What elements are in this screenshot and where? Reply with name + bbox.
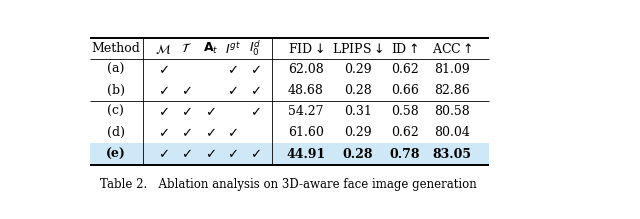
Text: $\checkmark$: $\checkmark$: [227, 126, 238, 140]
Text: LPIPS$\downarrow$: LPIPS$\downarrow$: [332, 42, 383, 56]
Text: 44.91: 44.91: [286, 148, 325, 161]
Text: 0.58: 0.58: [391, 105, 419, 118]
Text: $\checkmark$: $\checkmark$: [158, 148, 169, 161]
Text: 0.62: 0.62: [391, 126, 419, 140]
Text: $\checkmark$: $\checkmark$: [227, 63, 238, 76]
Text: $\checkmark$: $\checkmark$: [250, 84, 260, 97]
Text: 83.05: 83.05: [433, 148, 472, 161]
Text: 80.04: 80.04: [434, 126, 470, 140]
Text: $\checkmark$: $\checkmark$: [158, 63, 169, 76]
Text: (a): (a): [107, 63, 124, 76]
Text: $\checkmark$: $\checkmark$: [205, 148, 216, 161]
Text: FID$\downarrow$: FID$\downarrow$: [288, 42, 324, 56]
Text: ACC$\uparrow$: ACC$\uparrow$: [432, 42, 472, 56]
Text: (b): (b): [107, 84, 125, 97]
Text: 0.66: 0.66: [391, 84, 419, 97]
Text: $\checkmark$: $\checkmark$: [158, 84, 169, 97]
Text: $\mathbf{A}_t$: $\mathbf{A}_t$: [203, 41, 218, 56]
Text: 81.09: 81.09: [434, 63, 470, 76]
Text: $\checkmark$: $\checkmark$: [181, 105, 192, 118]
Text: Table 2.   Ablation analysis on 3D-aware face image generation: Table 2. Ablation analysis on 3D-aware f…: [100, 178, 477, 191]
Text: 82.86: 82.86: [434, 84, 470, 97]
Text: $\mathcal{M}$: $\mathcal{M}$: [156, 42, 172, 56]
Text: $\checkmark$: $\checkmark$: [250, 63, 260, 76]
Text: $\checkmark$: $\checkmark$: [227, 84, 238, 97]
Text: $\checkmark$: $\checkmark$: [227, 148, 238, 161]
Text: 0.62: 0.62: [391, 63, 419, 76]
Text: (e): (e): [106, 148, 125, 161]
Text: Method: Method: [92, 42, 140, 55]
Text: $\mathcal{T}$: $\mathcal{T}$: [181, 42, 192, 55]
Text: 61.60: 61.60: [288, 126, 324, 140]
Text: 0.29: 0.29: [344, 63, 372, 76]
Text: $\checkmark$: $\checkmark$: [181, 126, 192, 140]
Text: 54.27: 54.27: [288, 105, 323, 118]
Text: $\checkmark$: $\checkmark$: [158, 126, 169, 140]
Text: 48.68: 48.68: [288, 84, 324, 97]
Text: $\checkmark$: $\checkmark$: [181, 148, 192, 161]
Text: 0.31: 0.31: [344, 105, 372, 118]
Text: 80.58: 80.58: [434, 105, 470, 118]
Bar: [90, 143, 489, 164]
Text: 0.28: 0.28: [344, 84, 372, 97]
Text: (c): (c): [108, 105, 124, 118]
Text: $\checkmark$: $\checkmark$: [205, 105, 216, 118]
Text: 0.28: 0.28: [342, 148, 373, 161]
Text: $\checkmark$: $\checkmark$: [250, 105, 260, 118]
Text: (d): (d): [107, 126, 125, 140]
Text: ID$\uparrow$: ID$\uparrow$: [391, 42, 419, 56]
Text: $\checkmark$: $\checkmark$: [181, 84, 192, 97]
Text: 0.29: 0.29: [344, 126, 372, 140]
Text: 0.78: 0.78: [390, 148, 420, 161]
Text: $I^{gt}$: $I^{gt}$: [225, 41, 241, 57]
Text: $\checkmark$: $\checkmark$: [205, 126, 216, 140]
Text: 62.08: 62.08: [288, 63, 324, 76]
Text: $I_0^d$: $I_0^d$: [249, 39, 261, 58]
Text: $\checkmark$: $\checkmark$: [158, 105, 169, 118]
Text: $\checkmark$: $\checkmark$: [250, 148, 260, 161]
